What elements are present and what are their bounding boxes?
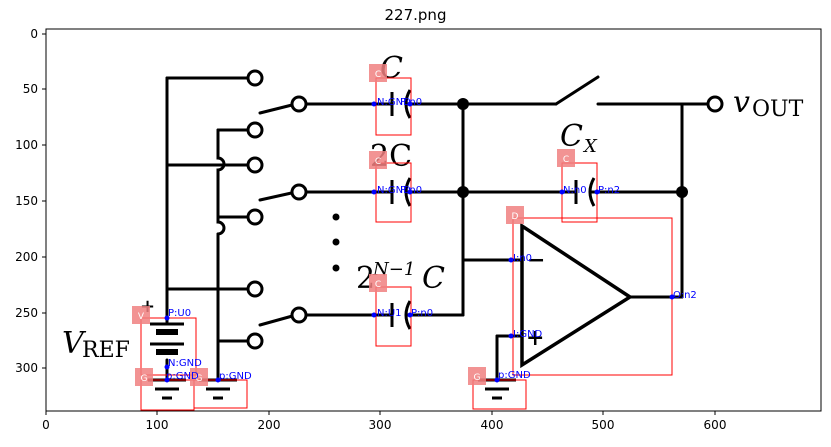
tag-letter: G <box>474 373 481 383</box>
capacitor-plates <box>390 89 596 330</box>
pin-label: O:n2 <box>673 290 697 301</box>
y-tick-label: 0 <box>30 27 38 41</box>
vref-battery <box>150 322 184 355</box>
x-axis: 0 100 200 300 400 500 600 <box>42 411 726 432</box>
x-tick-label: 100 <box>146 418 169 432</box>
pin-label: p:GND <box>219 371 252 382</box>
y-tick-label: 50 <box>23 82 38 96</box>
x-tick-label: 0 <box>42 418 50 432</box>
opamp-minus-sign: − <box>527 247 545 273</box>
x-tick-label: 500 <box>592 418 615 432</box>
label-vref-subscript: REF <box>82 338 130 363</box>
pin-label: N:n0 <box>563 185 587 196</box>
pin-label: N:GND <box>377 185 411 196</box>
label-cx: C <box>560 119 583 154</box>
pin-label: P:n0 <box>411 308 433 319</box>
label-2n-c: C <box>422 261 445 296</box>
pin-labels: N:GND P:n0 N:GND P:n0 N:n0 P:n2 I:n0 I:G… <box>166 97 697 382</box>
y-tick-label: 300 <box>15 361 38 375</box>
y-axis: 0 50 100 150 200 250 300 <box>15 27 46 375</box>
pin-label: N:U1 <box>377 308 402 319</box>
pin-label: I:n0 <box>513 253 532 264</box>
label-vout: v <box>733 85 750 120</box>
tag-letter: C <box>375 280 381 290</box>
pin-label: N:GND <box>168 358 202 369</box>
opamp-triangle <box>520 222 634 369</box>
tag-letter: C <box>375 70 381 80</box>
tag-letter: C <box>375 157 381 167</box>
pin-label: N:GND <box>377 97 411 108</box>
pin-label: P:n0 <box>400 185 422 196</box>
x-tick-label: 600 <box>704 418 727 432</box>
tag-letter: D <box>512 212 519 222</box>
y-tick-label: 100 <box>15 138 38 152</box>
y-tick-label: 150 <box>15 194 38 208</box>
x-tick-label: 400 <box>481 418 504 432</box>
x-tick-label: 300 <box>369 418 392 432</box>
pin-markers <box>164 101 675 383</box>
pin-label: P:n0 <box>400 97 422 108</box>
pin-label: p:GND <box>166 371 199 382</box>
switch-contacts <box>246 69 724 350</box>
tag-letter: G <box>141 374 148 384</box>
x-tick-label: 200 <box>258 418 281 432</box>
y-tick-label: 250 <box>15 306 38 320</box>
label-vref: V <box>62 326 87 361</box>
circuit-wires <box>165 75 710 380</box>
tag-letter: G <box>196 374 203 384</box>
label-vout-subscript: OUT <box>752 97 804 122</box>
figure-title: 227.png <box>384 6 447 24</box>
plot-frame <box>45 28 822 412</box>
tag-letter: V <box>138 312 145 322</box>
component-tags: C C C D C V G G G <box>132 64 575 386</box>
junction-dots <box>332 98 688 272</box>
pin-label: P:n2 <box>598 185 620 196</box>
label-cx-subscript: X <box>582 136 598 157</box>
y-tick-label: 200 <box>15 250 38 264</box>
pin-label: P:U0 <box>168 308 191 319</box>
opamp-plus-sign: + <box>526 325 544 351</box>
pin-label: p:GND <box>498 370 531 381</box>
pin-label: I:GND <box>513 329 543 340</box>
tag-letter: C <box>563 155 569 165</box>
